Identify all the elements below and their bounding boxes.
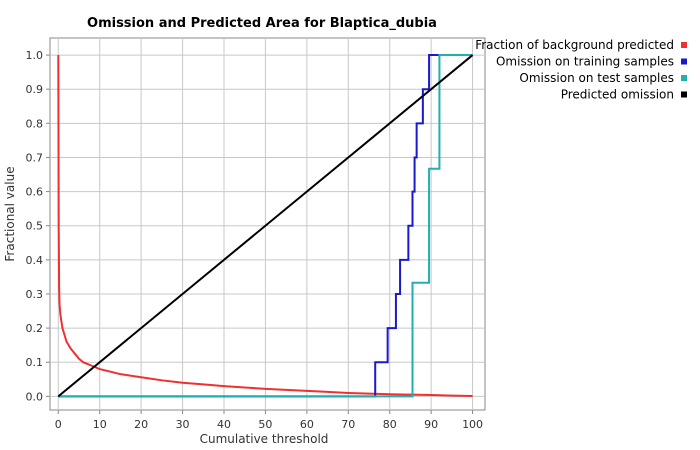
y-tick-label: 0.3 [26, 288, 44, 301]
y-tick-label: 0.9 [26, 83, 44, 96]
y-tick-label: 0.1 [26, 356, 44, 369]
y-tick-label: 0.7 [26, 151, 44, 164]
x-tick-label: 40 [217, 418, 231, 431]
x-tick-label: 10 [93, 418, 107, 431]
x-axis-label: Cumulative threshold [200, 432, 329, 446]
x-tick-label: 100 [462, 418, 483, 431]
training-omission-line [58, 54, 473, 398]
y-axis-label: Fractional value [3, 166, 17, 261]
grid [50, 38, 485, 410]
legend-label: Omission on test samples [519, 71, 674, 85]
x-tick-label: 80 [383, 418, 397, 431]
chart-title: Omission and Predicted Area for Blaptica… [87, 16, 437, 31]
legend: Fraction of background predicted Omission… [475, 38, 687, 102]
y-tick-label: 0.4 [26, 254, 44, 267]
x-tick-label: 90 [424, 418, 438, 431]
y-tick-label: 0.5 [26, 220, 44, 233]
y-tick-label: 0.2 [26, 322, 44, 335]
legend-label: Omission on training samples [496, 55, 674, 69]
series-lines [57, 54, 474, 398]
legend-background-key [681, 42, 687, 48]
legend-test-key [681, 75, 687, 81]
legend-predicted-key [681, 91, 687, 98]
x-tick-label: 30 [176, 418, 190, 431]
x-tick-label: 70 [341, 418, 355, 431]
axis-ticks: 0 10 20 30 40 50 60 70 80 90 100 0.0 0.1 0.2 0.3 0.4 0.5… [26, 49, 484, 431]
predicted-omission-line [57, 54, 474, 398]
y-tick-label: 0.8 [26, 117, 44, 130]
x-tick-label: 50 [258, 418, 272, 431]
legend-label: Predicted omission [561, 88, 674, 102]
y-tick-label: 1.0 [26, 49, 44, 62]
legend-label: Fraction of background predicted [475, 38, 674, 52]
x-tick-label: 0 [55, 418, 62, 431]
y-tick-label: 0.0 [26, 390, 44, 403]
x-tick-label: 60 [300, 418, 314, 431]
legend-training-key [681, 58, 687, 65]
background-fraction-line [57, 55, 473, 398]
x-tick-label: 20 [134, 418, 148, 431]
y-tick-label: 0.6 [26, 186, 44, 199]
test-omission-line [58, 54, 473, 398]
